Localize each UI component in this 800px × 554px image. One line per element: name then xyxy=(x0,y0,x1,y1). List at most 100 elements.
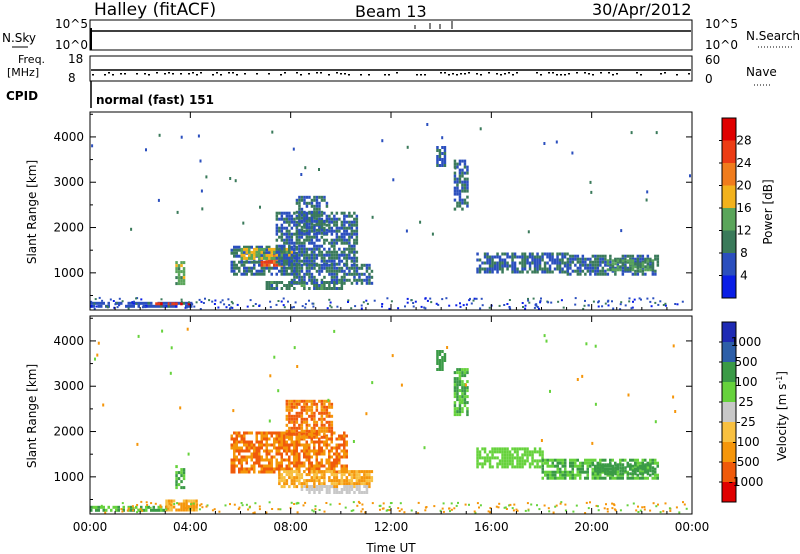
data-cell xyxy=(526,258,529,262)
data-cell xyxy=(295,470,299,474)
data-cell xyxy=(333,217,336,221)
data-cell xyxy=(315,420,319,424)
data-cell xyxy=(611,458,614,462)
data-cell xyxy=(301,305,304,308)
y-tick-label: 2000 xyxy=(53,221,84,235)
data-cell xyxy=(305,455,308,459)
data-cell xyxy=(596,257,600,261)
data-cell xyxy=(340,464,343,468)
data-cell xyxy=(566,269,570,273)
data-cell xyxy=(368,482,371,486)
data-cell xyxy=(230,464,233,468)
data-cell xyxy=(318,476,321,480)
data-cell xyxy=(100,505,103,509)
data-cell xyxy=(260,437,263,441)
data-cell xyxy=(390,300,393,303)
nave-dot xyxy=(460,73,462,75)
data-cell xyxy=(300,429,304,433)
data-cell xyxy=(221,299,224,302)
data-cell xyxy=(270,443,273,447)
data-cell xyxy=(345,485,349,488)
data-cell xyxy=(576,378,579,381)
data-cell xyxy=(611,502,614,505)
data-cell xyxy=(441,365,444,368)
data-cell xyxy=(305,250,309,254)
velocity-ylabel: Slant Range [km] xyxy=(25,364,39,468)
data-cell xyxy=(566,266,570,270)
data-cell xyxy=(335,452,338,456)
data-cell xyxy=(503,465,507,469)
colorbar-swatch xyxy=(722,342,736,363)
data-cell xyxy=(621,469,625,473)
colorbar-tick-label: 12 xyxy=(736,224,751,238)
data-cell xyxy=(527,230,530,234)
data-cell xyxy=(333,241,336,245)
data-cell xyxy=(551,461,554,465)
data-cell xyxy=(313,479,316,483)
data-cell xyxy=(285,414,289,418)
data-cell xyxy=(245,458,248,462)
data-cell xyxy=(572,510,575,513)
data-cell xyxy=(503,453,507,457)
data-cell xyxy=(280,232,284,236)
data-cell xyxy=(315,405,319,409)
data-cell xyxy=(285,253,289,257)
data-cell xyxy=(295,235,299,239)
data-cell xyxy=(345,256,349,260)
data-cell xyxy=(142,508,145,512)
data-cell xyxy=(353,232,356,236)
data-cell xyxy=(526,261,529,265)
data-cell xyxy=(361,508,364,511)
data-cell xyxy=(596,472,600,476)
data-cell xyxy=(320,417,324,421)
data-cell xyxy=(335,229,339,233)
data-cell xyxy=(169,371,172,375)
data-cell xyxy=(258,263,261,267)
data-cell xyxy=(270,256,273,260)
data-cell xyxy=(243,467,246,471)
data-cell xyxy=(388,509,391,512)
data-cell xyxy=(303,272,306,276)
data-cell xyxy=(345,266,349,270)
data-cell xyxy=(436,149,439,152)
data-cell xyxy=(513,261,517,265)
data-cell xyxy=(453,189,457,193)
data-cell xyxy=(320,198,324,202)
data-cell xyxy=(325,223,329,227)
data-cell xyxy=(288,414,291,418)
data-cell xyxy=(403,511,406,514)
data-cell xyxy=(330,464,333,468)
data-cell xyxy=(310,455,313,459)
data-cell xyxy=(381,139,384,143)
data-cell xyxy=(576,272,580,276)
data-cell xyxy=(664,302,667,305)
data-cell xyxy=(275,272,278,276)
nave-dot xyxy=(600,72,602,74)
data-cell xyxy=(333,482,336,486)
data-cell xyxy=(265,470,268,474)
data-cell xyxy=(268,263,271,267)
data-cell xyxy=(285,473,289,477)
data-cell xyxy=(295,220,299,224)
data-cell xyxy=(614,469,617,473)
data-cell xyxy=(295,420,299,424)
data-cell xyxy=(155,508,158,512)
data-cell xyxy=(320,461,323,465)
data-cell xyxy=(293,259,296,263)
data-cell xyxy=(230,437,233,441)
data-cell xyxy=(352,509,355,512)
data-cell xyxy=(293,247,296,251)
data-cell xyxy=(594,458,597,462)
data-cell xyxy=(637,505,639,508)
data-cell xyxy=(285,262,289,266)
data-cell xyxy=(275,437,278,441)
data-cell xyxy=(330,432,334,436)
data-cell xyxy=(330,414,334,418)
data-cell xyxy=(561,458,564,462)
data-cell xyxy=(305,411,309,415)
data-cell xyxy=(404,305,406,308)
data-cell xyxy=(526,270,529,274)
data-cell xyxy=(320,235,324,239)
data-cell xyxy=(245,269,248,273)
nave-dot xyxy=(496,73,498,75)
